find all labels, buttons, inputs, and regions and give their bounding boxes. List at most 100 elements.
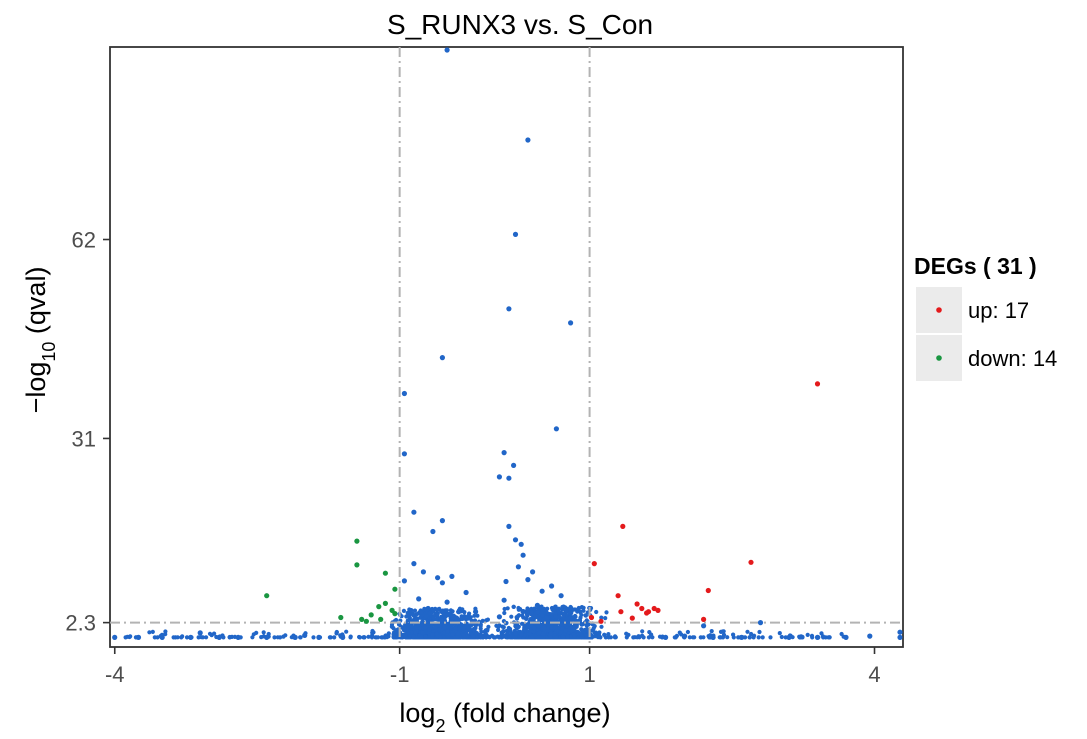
background-point <box>559 622 564 627</box>
background-point <box>756 635 761 640</box>
background-point <box>511 604 516 610</box>
point-not-significant <box>512 231 519 237</box>
background-point <box>204 635 209 640</box>
point-up <box>701 616 707 623</box>
background-point <box>556 608 561 614</box>
background-point <box>125 634 130 639</box>
background-point <box>551 608 556 613</box>
point-not-significant <box>439 580 445 586</box>
point-not-significant <box>525 577 531 583</box>
point-not-significant <box>112 634 118 641</box>
point-not-significant <box>549 583 555 589</box>
background-point <box>525 613 530 618</box>
background-point <box>147 630 152 635</box>
point-not-significant <box>401 451 407 457</box>
point-not-significant <box>701 623 707 629</box>
background-point <box>553 635 559 640</box>
background-point <box>597 630 602 635</box>
point-up <box>591 561 597 567</box>
background-point <box>424 614 429 619</box>
background-point <box>579 627 584 632</box>
point-not-significant <box>520 552 526 558</box>
background-point <box>450 609 455 614</box>
background-point <box>646 635 652 640</box>
background-point <box>578 631 583 636</box>
point-not-significant <box>501 597 507 603</box>
point-down <box>354 538 360 544</box>
background-point <box>594 609 599 615</box>
background-point <box>745 629 750 634</box>
background-point <box>760 635 765 640</box>
point-up <box>615 593 621 599</box>
background-point <box>366 634 371 639</box>
point-up <box>629 615 635 621</box>
point-not-significant <box>682 633 688 639</box>
point-up <box>620 523 626 530</box>
chart-title: S_RUNX3 vs. S_Con <box>387 9 653 40</box>
background-point <box>414 612 419 617</box>
x-tick-label: -1 <box>390 662 410 687</box>
background-point <box>332 635 337 640</box>
point-not-significant <box>506 306 512 312</box>
background-point <box>721 632 727 637</box>
background-point <box>524 616 529 622</box>
background-point <box>221 635 226 640</box>
point-not-significant <box>401 578 407 584</box>
background-point <box>647 630 652 635</box>
background-point <box>275 635 280 640</box>
point-not-significant <box>444 599 450 605</box>
background-point <box>483 631 488 637</box>
background-point <box>584 618 589 623</box>
background-point <box>563 628 568 633</box>
background-point <box>384 635 390 640</box>
point-not-significant <box>530 569 536 575</box>
background-point <box>501 629 506 634</box>
background-point <box>184 635 190 640</box>
background-point <box>370 630 375 635</box>
point-up <box>655 607 661 614</box>
y-axis-title: −log10 (qval) <box>21 267 59 414</box>
point-down <box>338 614 344 621</box>
point-not-significant <box>435 575 441 581</box>
background-point <box>548 631 554 636</box>
background-point <box>465 614 470 619</box>
threshold-lines <box>110 47 903 647</box>
legend-title: DEGs ( 31 ) <box>914 253 1037 279</box>
point-not-significant <box>235 634 241 641</box>
point-not-significant <box>197 630 203 636</box>
background-point <box>566 627 572 632</box>
background-point <box>402 633 408 638</box>
background-point <box>685 629 691 635</box>
y-tick-label: 62 <box>72 228 96 253</box>
background-point <box>526 608 531 613</box>
background-point <box>520 613 525 618</box>
background-point <box>207 631 213 636</box>
background-point <box>311 635 316 640</box>
point-not-significant <box>420 569 426 575</box>
background-point <box>175 635 180 640</box>
point-not-significant <box>496 474 502 480</box>
background-point <box>442 630 447 636</box>
point-down <box>359 616 365 623</box>
point-down <box>363 618 369 624</box>
background-point <box>471 634 476 639</box>
background-point <box>472 613 477 618</box>
point-not-significant <box>454 615 460 621</box>
point-not-significant <box>340 634 346 641</box>
point-not-significant <box>843 634 849 641</box>
background-point <box>509 614 514 619</box>
background-point <box>603 635 608 640</box>
background-point <box>532 606 537 611</box>
point-not-significant <box>525 137 531 143</box>
background-point <box>196 635 201 640</box>
background-point <box>599 615 604 620</box>
point-not-significant <box>501 450 507 456</box>
point-up <box>748 559 754 565</box>
point-not-significant <box>416 596 422 602</box>
background-point <box>556 615 561 620</box>
point-up <box>705 587 711 594</box>
background-point <box>466 626 471 632</box>
background-point <box>437 623 442 628</box>
background-point <box>584 633 589 638</box>
legend: DEGs ( 31 ) up: 17 down: 14 <box>914 253 1057 381</box>
